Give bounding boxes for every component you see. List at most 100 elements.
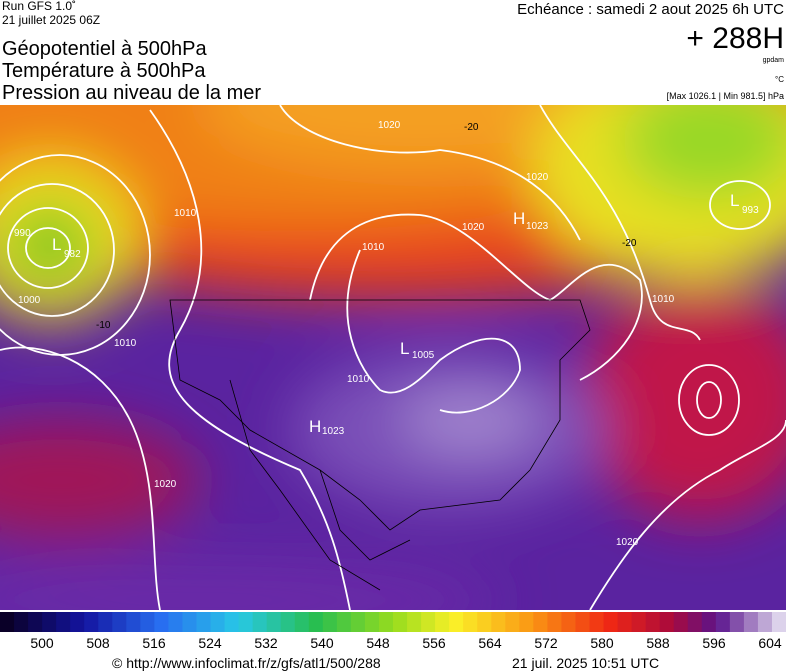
isobar-label: 1010 <box>652 294 675 305</box>
colorbar-label: 604 <box>758 635 782 651</box>
color-swatch <box>84 612 99 632</box>
color-swatch <box>56 612 71 632</box>
temp-label: -20 <box>622 238 637 249</box>
color-swatch <box>687 612 703 632</box>
color-swatch <box>533 612 548 632</box>
color-swatch <box>645 612 661 632</box>
colorbar-label: 500 <box>30 635 54 651</box>
color-swatch <box>449 612 464 632</box>
color-swatch <box>126 612 141 632</box>
color-swatch <box>238 612 254 632</box>
color-swatch <box>757 612 773 632</box>
colorbar-label: 572 <box>534 635 558 651</box>
colorbar-label: 508 <box>86 635 110 651</box>
color-swatch <box>210 612 226 632</box>
color-swatch <box>252 612 268 632</box>
color-swatch <box>771 612 786 632</box>
isobar-label: 990 <box>14 228 31 239</box>
center-kind: L <box>400 339 409 358</box>
color-swatch <box>42 612 57 632</box>
center-value: 982 <box>64 249 81 260</box>
color-swatch <box>659 612 675 632</box>
title: Pression au niveau de la mer <box>2 82 261 104</box>
isobar-label: 1020 <box>616 537 639 548</box>
color-swatch <box>589 612 605 632</box>
color-swatch <box>336 612 352 632</box>
colorbar-label: 540 <box>310 635 334 651</box>
color-swatch <box>407 612 422 632</box>
colorbar-label: 524 <box>198 635 222 651</box>
isobar-label: 1020 <box>526 172 549 183</box>
color-swatch <box>701 612 717 632</box>
color-swatch <box>477 612 492 632</box>
isobar-label: 1000 <box>18 295 41 306</box>
color-swatch <box>491 612 506 632</box>
temp-label: -10 <box>96 320 111 331</box>
borders <box>169 299 591 591</box>
color-swatch <box>28 612 43 632</box>
unit: gpdam <box>763 57 785 64</box>
footer-url: © http://www.infoclimat.fr/z/gfs/atl1/50… <box>112 655 381 671</box>
color-swatch <box>140 612 155 632</box>
isobar-label: 1010 <box>347 374 370 385</box>
colorbar-label: 596 <box>702 635 726 651</box>
color-swatch <box>98 612 113 632</box>
colorbar-label: 532 <box>254 635 278 651</box>
color-swatch <box>224 612 240 632</box>
center-value: 1023 <box>322 426 345 437</box>
color-swatch <box>603 612 619 632</box>
color-swatch <box>112 612 127 632</box>
isobars <box>0 105 786 610</box>
color-swatch <box>196 612 212 632</box>
center-value: 1005 <box>412 350 435 361</box>
color-swatch <box>505 612 520 632</box>
color-swatch <box>519 612 534 632</box>
map <box>0 105 786 610</box>
color-swatch <box>266 612 282 632</box>
center-kind: H <box>513 209 525 228</box>
run: Run GFS 1.0˚ <box>2 0 76 13</box>
color-swatch <box>729 612 745 632</box>
center-value: 993 <box>742 205 759 216</box>
isobar-label: 1020 <box>378 120 401 131</box>
title: Géopotentiel à 500hPa <box>2 38 207 60</box>
colorbar-label: 556 <box>422 635 446 651</box>
color-swatch <box>547 612 562 632</box>
colorbar: 500 508 516 524 532 540 548 556 564 572 580 588 596 6… <box>0 612 786 651</box>
isobar-label: 1020 <box>462 222 485 233</box>
color-swatch <box>743 612 759 632</box>
unit: °C <box>775 75 784 84</box>
center-value: 1023 <box>526 221 549 232</box>
temp-label: -20 <box>464 122 479 133</box>
color-swatch <box>294 612 310 632</box>
center-kind: H <box>309 417 321 436</box>
color-swatch <box>463 612 478 632</box>
footer-time: 21 juil. 2025 10:51 UTC <box>512 655 659 671</box>
color-swatch <box>435 612 450 632</box>
color-swatch <box>673 612 689 632</box>
map-labels: L 982 L 993 H 1023 L 1005 H 1023 990 100… <box>14 120 759 548</box>
isobar-label: 1010 <box>174 208 197 219</box>
color-swatch <box>715 612 731 632</box>
color-swatch <box>631 612 647 632</box>
color-swatch <box>70 612 85 632</box>
colorbar-label: 564 <box>478 635 502 651</box>
color-swatch <box>364 612 380 632</box>
color-swatch <box>561 612 576 632</box>
color-swatch <box>350 612 366 632</box>
color-swatch <box>617 612 633 632</box>
colorbar-label: 516 <box>142 635 166 651</box>
center-kind: L <box>730 191 739 210</box>
color-swatch <box>393 612 408 632</box>
color-swatch <box>168 612 183 632</box>
echeance: Echéance : samedi 2 aout 2025 6h UTC <box>517 1 784 18</box>
color-swatch <box>322 612 338 632</box>
color-swatch <box>575 612 590 632</box>
range: [Max 1026.1 | Min 981.5] hPa <box>667 91 784 101</box>
title: Température à 500hPa <box>2 60 206 82</box>
isobar-label: 1020 <box>154 479 177 490</box>
offset: + 288H <box>686 22 784 55</box>
colorbar-label: 588 <box>646 635 670 651</box>
